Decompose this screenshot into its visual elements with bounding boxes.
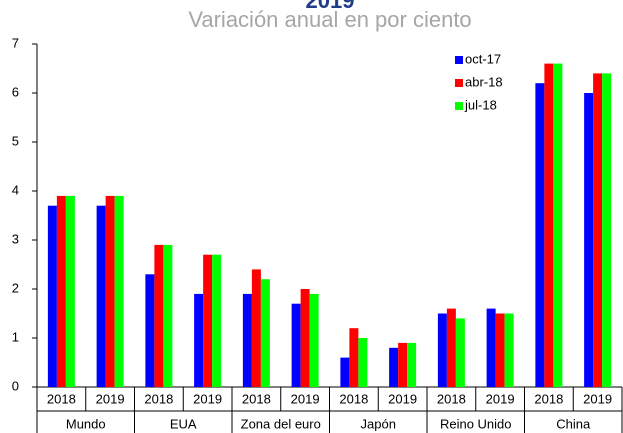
- x-tick-label: 2019: [291, 391, 320, 406]
- bar: [291, 303, 301, 387]
- x-tick-label: 2018: [144, 391, 173, 406]
- bar: [407, 342, 417, 387]
- bar: [105, 195, 115, 387]
- bar: [163, 244, 173, 387]
- x-tick-label: 2019: [96, 391, 125, 406]
- bar: [260, 279, 270, 387]
- bar: [584, 93, 594, 387]
- bar: [242, 293, 252, 387]
- x-tick-label: 2018: [534, 391, 563, 406]
- x-tick-label: 2019: [486, 391, 515, 406]
- legend-label: jul-18: [464, 97, 497, 112]
- y-tick-label: 6: [12, 84, 19, 99]
- bar: [340, 357, 350, 387]
- legend-label: abr-18: [465, 74, 503, 89]
- bar: [535, 83, 545, 387]
- group-label: EUA: [170, 416, 197, 431]
- bar: [398, 342, 408, 387]
- y-tick-label: 4: [12, 182, 19, 197]
- bar: [145, 274, 155, 387]
- y-tick-label: 2: [12, 280, 19, 295]
- bar: [602, 73, 612, 388]
- bar: [389, 347, 399, 387]
- legend-swatch: [455, 79, 463, 87]
- group-label: Mundo: [66, 416, 106, 431]
- x-tick-label: 2018: [339, 391, 368, 406]
- bar: [65, 195, 75, 387]
- group-label: Zona del euro: [241, 416, 321, 431]
- bar: [358, 338, 368, 387]
- legend-label: oct-17: [465, 51, 501, 66]
- bar: [446, 308, 456, 387]
- bar: [495, 313, 505, 387]
- x-tick-label: 2019: [388, 391, 417, 406]
- y-tick-label: 0: [12, 378, 19, 393]
- bar: [593, 73, 603, 388]
- bar: [47, 205, 57, 387]
- bar: [154, 244, 164, 387]
- bar: [455, 318, 465, 387]
- bar: [349, 328, 359, 387]
- bar: [251, 269, 261, 387]
- chart-title: 2019: [306, 0, 355, 13]
- bar: [300, 289, 310, 387]
- bar: [212, 254, 222, 387]
- bar: [437, 313, 447, 387]
- y-tick-label: 7: [12, 35, 19, 50]
- legend-swatch: [455, 56, 463, 64]
- bar: [194, 293, 204, 387]
- group-label: Reino Unido: [440, 416, 512, 431]
- x-tick-label: 2018: [47, 391, 76, 406]
- chart-subtitle: Variación anual en por ciento: [188, 7, 471, 32]
- bar: [114, 195, 124, 387]
- group-label: Japón: [361, 416, 396, 431]
- bar: [504, 313, 514, 387]
- bar: [56, 195, 66, 387]
- legend-swatch: [455, 102, 463, 110]
- bar: [544, 63, 554, 387]
- y-tick-label: 3: [12, 231, 19, 246]
- bar: [486, 308, 496, 387]
- x-tick-label: 2018: [242, 391, 271, 406]
- bar: [309, 293, 319, 387]
- bar: [203, 254, 213, 387]
- y-tick-label: 1: [12, 329, 19, 344]
- x-tick-label: 2018: [437, 391, 466, 406]
- x-tick-label: 2019: [193, 391, 222, 406]
- bar: [553, 63, 563, 387]
- x-tick-label: 2019: [583, 391, 612, 406]
- bar: [96, 205, 106, 387]
- y-tick-label: 5: [12, 133, 19, 148]
- group-label: China: [556, 416, 591, 431]
